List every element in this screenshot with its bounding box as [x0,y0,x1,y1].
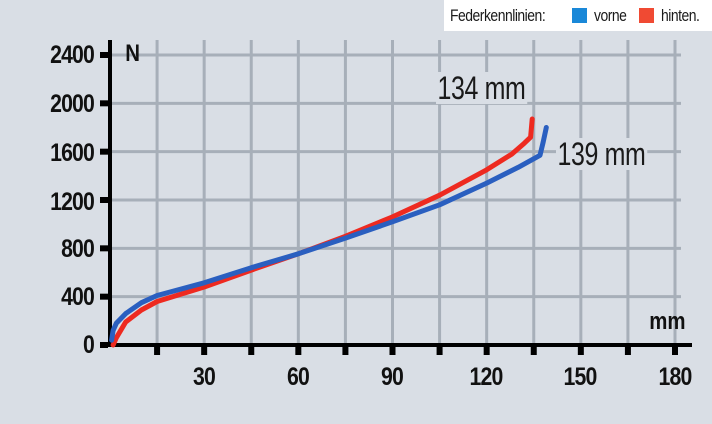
series-line-vorne [109,125,549,343]
x-tick-mark [530,347,537,355]
x-tick-mark [201,347,208,355]
y-axis-unit: N [125,40,141,67]
y-tick-mark [100,148,108,155]
y-tick-label: 0 [83,331,95,359]
x-tick-mark [624,347,631,355]
y-tick-mark [100,100,108,107]
x-tick-mark [436,347,443,355]
x-tick-label: 60 [287,363,310,391]
legend-label-hinten: hinten. [661,5,700,25]
x-tick-label: 90 [381,363,404,391]
y-tick-label: 1600 [50,139,95,167]
legend: Federkennlinien: vorne hinten. [444,0,712,31]
x-tick-label: 180 [658,363,693,391]
vorne-travel-label: 139 mm [556,136,647,172]
legend-swatch-hinten [639,8,655,23]
x-tick-mark [342,347,349,355]
y-tick-label: 2000 [50,90,95,118]
x-tick-mark [295,347,302,355]
y-tick-mark [100,197,108,203]
x-tick-mark [672,347,678,355]
hinten-travel-label: 134 mm [436,70,527,106]
x-tick-label: 150 [563,363,598,391]
x-tick-mark [154,347,161,355]
legend-swatch-vorne [571,8,587,23]
y-tick-mark [100,52,108,58]
y-tick-mark [100,342,108,348]
legend-label-vorne: vorne [593,5,627,25]
y-tick-label: 800 [61,235,95,263]
x-tick-mark [389,347,396,355]
x-tick-mark [483,347,490,355]
x-tick-mark [248,347,255,355]
x-tick-label: 30 [193,363,216,391]
y-tick-label: 1200 [50,188,95,216]
y-tick-mark [100,245,108,252]
x-tick-label: 120 [469,363,504,391]
legend-title: Federkennlinien: [449,5,546,25]
x-tick-mark [577,347,584,355]
y-tick-label: 400 [61,283,95,311]
y-tick-label: 2400 [50,41,95,69]
y-tick-mark [100,293,108,300]
x-axis-unit: mm [649,308,686,335]
